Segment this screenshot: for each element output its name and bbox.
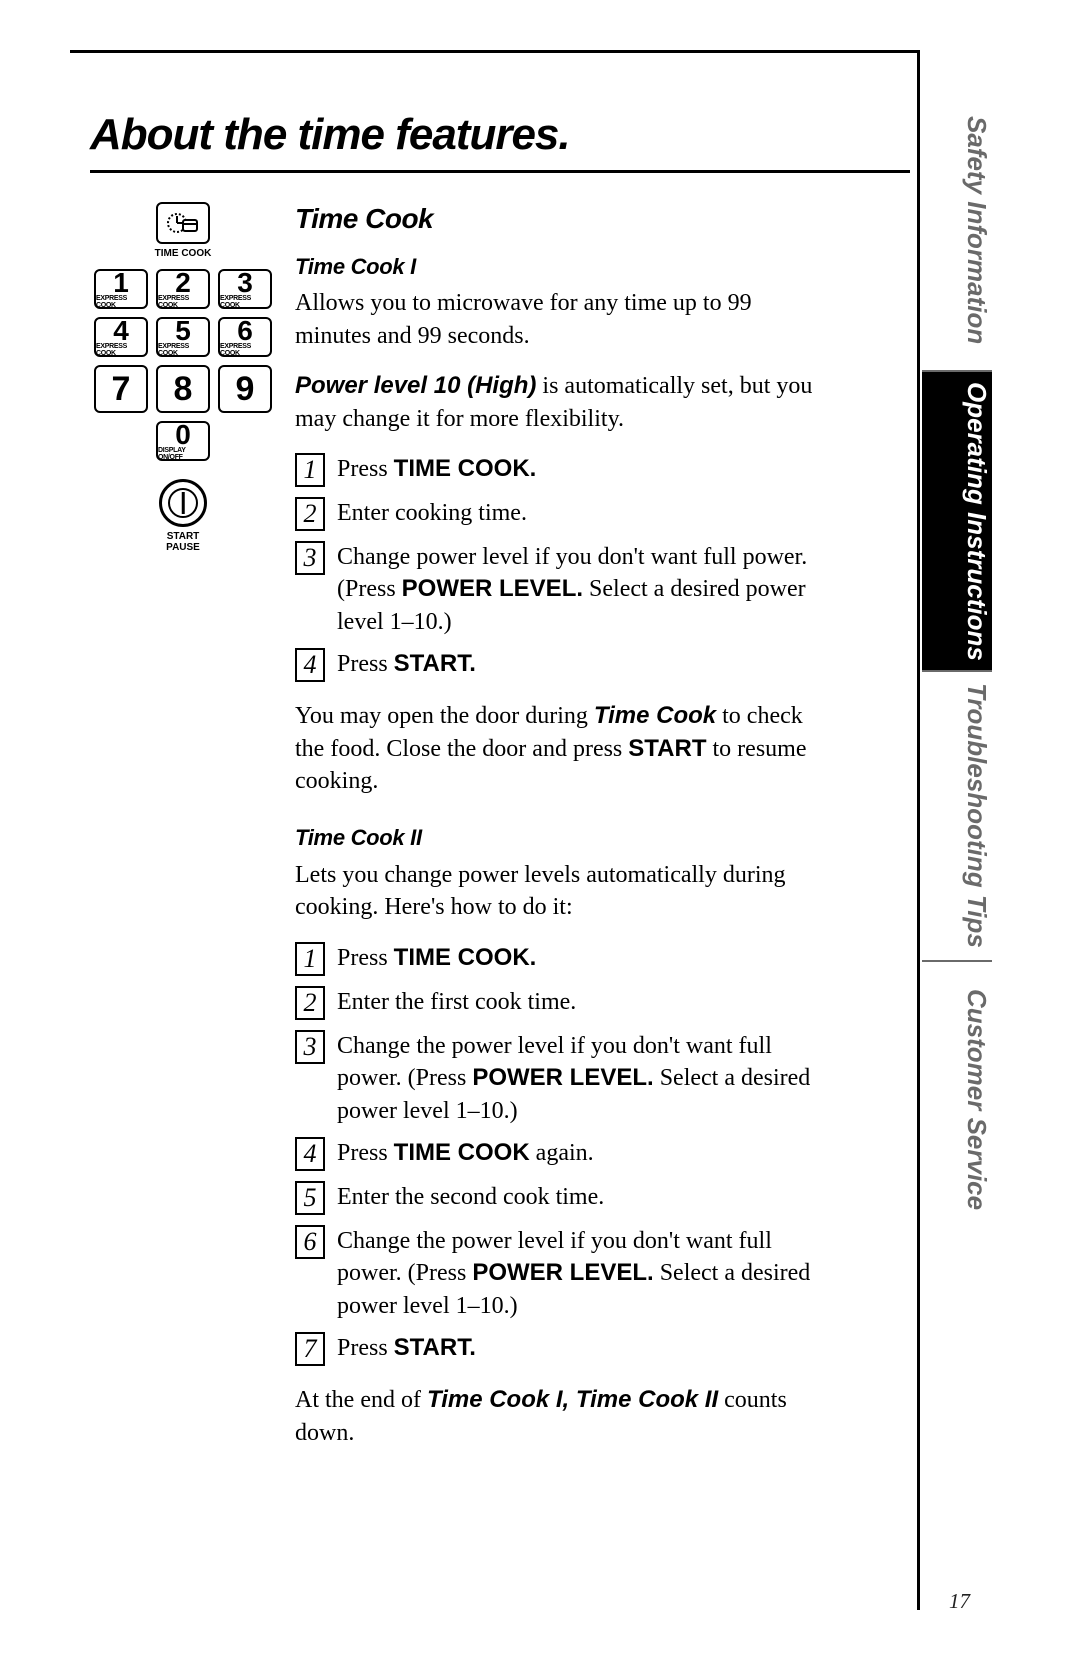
step-text: Enter the second cook time. — [337, 1181, 815, 1213]
side-tab-divider — [922, 670, 992, 672]
step-text: Enter cooking time. — [337, 497, 815, 529]
page-number: 17 — [949, 1589, 970, 1614]
side-tab: Safety Information — [922, 90, 992, 370]
side-tabs: Safety InformationOperating Instructions… — [922, 90, 992, 1240]
title-rule — [90, 170, 910, 173]
step: 7 Press START. — [295, 1332, 815, 1366]
step: 4 Press TIME COOK again. — [295, 1137, 815, 1171]
step: 3 Change power level if you don't want fu… — [295, 541, 815, 638]
side-tab: Customer Service — [922, 960, 992, 1240]
section-heading: Time Cook — [295, 200, 815, 238]
tc2-intro: Lets you change power levels automatical… — [295, 859, 815, 924]
side-tab-divider — [922, 960, 992, 962]
step-number: 2 — [295, 497, 325, 531]
time-cook-icon — [166, 211, 200, 235]
tc1-steps: 1 Press TIME COOK. 2 Enter cooking time. 3 Ch… — [295, 453, 815, 682]
keypad-key-0: 0DISPLAY ON/OFF — [156, 421, 210, 461]
start-pause-button-graphic — [159, 479, 207, 527]
time-cook-button-graphic — [156, 202, 210, 244]
tc1-power: Power level 10 (High) is automatically s… — [295, 370, 815, 435]
step: 3 Change the power level if you don't wan… — [295, 1030, 815, 1127]
keypad-key-2: 2EXPRESS COOK — [156, 269, 210, 309]
step: 5 Enter the second cook time. — [295, 1181, 815, 1215]
step-text: Press TIME COOK. — [337, 942, 815, 974]
time-cook-2-heading: Time Cook II — [295, 823, 815, 853]
tc1-note: You may open the door during Time Cook t… — [295, 700, 815, 797]
step-number: 3 — [295, 541, 325, 575]
time-cook-1-heading: Time Cook I — [295, 252, 815, 282]
number-grid: 1EXPRESS COOK2EXPRESS COOK3EXPRESS COOK 4… — [88, 269, 278, 461]
keypad-key-9: 9 — [218, 365, 272, 413]
step-number: 7 — [295, 1332, 325, 1366]
side-tab: Troubleshooting Tips — [922, 670, 992, 960]
keypad-key-4: 4EXPRESS COOK — [94, 317, 148, 357]
step-number: 2 — [295, 986, 325, 1020]
keypad-key-6: 6EXPRESS COOK — [218, 317, 272, 357]
step-number: 4 — [295, 648, 325, 682]
side-tab: Operating Instructions — [922, 370, 992, 670]
step-text: Press TIME COOK. — [337, 453, 815, 485]
keypad-key-7: 7 — [94, 365, 148, 413]
start-pause-label: START PAUSE — [88, 531, 278, 553]
step-text: Press TIME COOK again. — [337, 1137, 815, 1169]
step-number: 1 — [295, 453, 325, 487]
step-text: Change power level if you don't want ful… — [337, 541, 815, 638]
step: 2 Enter cooking time. — [295, 497, 815, 531]
step-text: Enter the first cook time. — [337, 986, 815, 1018]
step: 1 Press TIME COOK. — [295, 453, 815, 487]
step-number: 5 — [295, 1181, 325, 1215]
step-number: 1 — [295, 942, 325, 976]
step-text: Change the power level if you don't want… — [337, 1225, 815, 1322]
keypad-key-5: 5EXPRESS COOK — [156, 317, 210, 357]
step-text: Change the power level if you don't want… — [337, 1030, 815, 1127]
keypad-key-1: 1EXPRESS COOK — [94, 269, 148, 309]
keypad-key-3: 3EXPRESS COOK — [218, 269, 272, 309]
tc2-note: At the end of Time Cook I, Time Cook II … — [295, 1384, 815, 1449]
keypad-illustration: TIME COOK 1EXPRESS COOK2EXPRESS COOK3EXP… — [88, 202, 278, 553]
step-number: 3 — [295, 1030, 325, 1064]
keypad-key-8: 8 — [156, 365, 210, 413]
step: 1 Press TIME COOK. — [295, 942, 815, 976]
side-tab-divider — [922, 370, 992, 372]
step-text: Press START. — [337, 648, 815, 680]
step: 2 Enter the first cook time. — [295, 986, 815, 1020]
step-number: 4 — [295, 1137, 325, 1171]
tc1-intro: Allows you to microwave for any time up … — [295, 287, 815, 352]
time-cook-label: TIME COOK — [88, 248, 278, 259]
tc2-steps: 1 Press TIME COOK. 2 Enter the first cook t… — [295, 942, 815, 1366]
content-column: Time Cook Time Cook I Allows you to micr… — [295, 200, 815, 1467]
step-number: 6 — [295, 1225, 325, 1259]
step-text: Press START. — [337, 1332, 815, 1364]
page-title: About the time features. — [90, 110, 570, 160]
step: 4 Press START. — [295, 648, 815, 682]
step: 6 Change the power level if you don't wan… — [295, 1225, 815, 1322]
